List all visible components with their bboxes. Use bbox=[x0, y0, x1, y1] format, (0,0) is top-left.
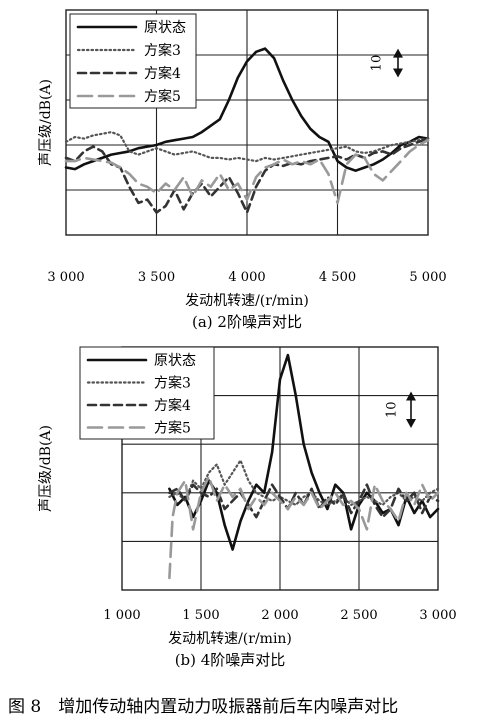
legend-label-4: 方案5 bbox=[154, 420, 191, 437]
scale-bar-arrow-up bbox=[393, 48, 403, 58]
legend-box bbox=[69, 13, 197, 109]
x-tick-label: 2 500 bbox=[340, 608, 377, 623]
series-line-4 bbox=[64, 138, 430, 205]
x-axis-label: 发动机转速/(r/min) bbox=[168, 631, 292, 647]
legend-box bbox=[79, 346, 215, 440]
legend-label-2: 方案3 bbox=[144, 42, 181, 59]
y-axis-label: 声压级/dB(A) bbox=[38, 79, 54, 166]
x-tick-label: 3 000 bbox=[419, 608, 456, 623]
x-tick-label: 1 000 bbox=[103, 608, 140, 623]
legend-label-3: 方案4 bbox=[144, 65, 181, 82]
series-line-1 bbox=[64, 47, 430, 172]
x-tick-label: 3 500 bbox=[138, 270, 175, 285]
scale-bar-arrow-down bbox=[393, 68, 403, 78]
series-line-2 bbox=[64, 131, 430, 163]
x-tick-label: 3 000 bbox=[47, 270, 84, 285]
x-tick-label: 2 000 bbox=[261, 608, 298, 623]
subplot-caption: (a) 2阶噪声对比 bbox=[192, 313, 302, 331]
series-line-4 bbox=[168, 475, 440, 580]
x-tick-label: 1 500 bbox=[182, 608, 219, 623]
legend-label-4: 方案5 bbox=[144, 88, 181, 105]
legend-label-2: 方案3 bbox=[154, 375, 191, 392]
scale-bar-label: 10 bbox=[370, 55, 385, 72]
x-tick-label: 5 000 bbox=[409, 270, 446, 285]
scale-bar-arrow-up bbox=[406, 391, 416, 401]
y-axis-label: 声压级/dB(A) bbox=[38, 425, 54, 512]
x-tick-label: 4 500 bbox=[319, 270, 356, 285]
series-line-3 bbox=[64, 137, 430, 214]
scale-bar-arrow-down bbox=[406, 419, 416, 428]
legend-label-3: 方案4 bbox=[154, 397, 191, 414]
figure-caption: 图 8 增加传动轴内置动力吸振器前后车内噪声对比 bbox=[8, 697, 398, 717]
series-line-2 bbox=[168, 459, 440, 506]
x-tick-label: 4 000 bbox=[228, 270, 265, 285]
x-axis-label: 发动机转速/(r/min) bbox=[185, 293, 309, 309]
legend-label-1: 原状态 bbox=[154, 353, 196, 369]
subplot-caption: (b) 4阶噪声对比 bbox=[175, 651, 286, 669]
scale-bar-label: 10 bbox=[385, 402, 400, 419]
legend-label-1: 原状态 bbox=[144, 20, 186, 36]
